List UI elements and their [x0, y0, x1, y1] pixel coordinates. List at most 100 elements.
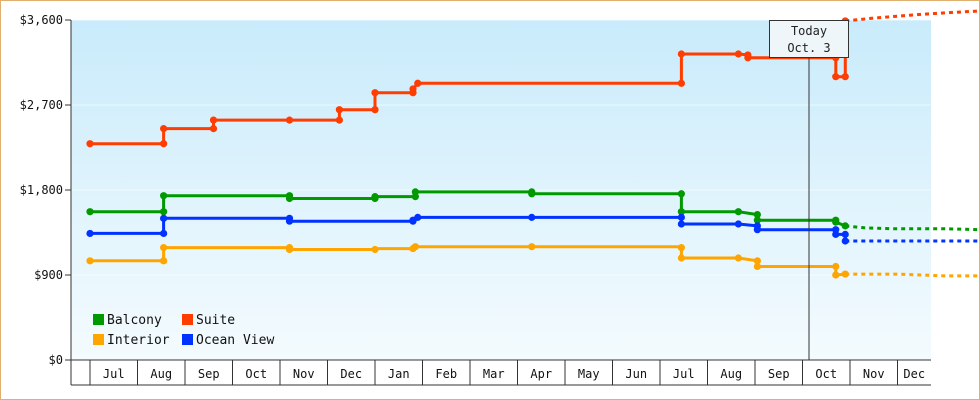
month-label: Jan: [388, 367, 410, 381]
data-point: [86, 140, 94, 148]
data-point: [209, 116, 218, 124]
data-point: [841, 270, 849, 278]
y-tick-label: $1,800: [20, 183, 63, 197]
today-marker: Today Oct. 3: [769, 20, 849, 58]
data-point: [160, 140, 168, 148]
axes: [65, 19, 931, 386]
data-point: [841, 237, 849, 245]
data-point: [160, 229, 168, 238]
data-point: [414, 79, 422, 87]
legend-label: Suite: [196, 313, 235, 328]
data-point: [734, 254, 742, 262]
month-label: Jun: [625, 367, 647, 381]
data-point: [86, 257, 94, 265]
y-tick-label: $900: [34, 268, 63, 282]
data-point: [371, 89, 379, 97]
legend-label: Interior: [107, 333, 170, 348]
data-point: [677, 220, 685, 228]
data-point: [285, 245, 294, 254]
data-point: [734, 208, 742, 216]
data-point: [753, 257, 761, 265]
data-point: [677, 208, 685, 216]
data-point: [86, 229, 94, 238]
data-point: [160, 125, 168, 133]
y-tick-label: $3,600: [20, 13, 63, 27]
data-point: [841, 230, 849, 238]
y-tick-label: $2,700: [20, 98, 63, 112]
data-point: [335, 106, 343, 114]
data-point: [160, 192, 168, 200]
month-labels: Jul Aug Sep Oct Nov Dec Jan Feb Mar Apr May Jun Jul A…: [103, 367, 925, 381]
legend-swatch: [182, 314, 193, 325]
forecast-line: [845, 9, 980, 23]
legend: Balcony Suite Interior Ocean View: [93, 313, 274, 348]
month-label: Aug: [720, 367, 742, 381]
data-point: [411, 243, 419, 251]
data-point: [160, 257, 168, 265]
month-label: Oct: [245, 367, 267, 381]
data-point: [285, 116, 294, 124]
data-point: [832, 262, 840, 271]
data-point: [734, 50, 742, 58]
data-point: [528, 213, 536, 221]
month-label: Sep: [768, 367, 790, 381]
data-point: [753, 216, 761, 224]
month-label: May: [578, 367, 600, 381]
series-ocean-view: [86, 213, 980, 245]
data-point: [86, 208, 94, 216]
data-point: [832, 271, 840, 279]
month-label: Feb: [435, 367, 457, 381]
y-tick-labels: $0 $900 $1,800 $2,700 $3,600: [20, 13, 63, 367]
month-label: Sep: [198, 367, 220, 381]
forecast-line: [845, 272, 980, 278]
data-point: [677, 244, 685, 252]
legend-label: Balcony: [107, 313, 162, 328]
data-point: [753, 262, 761, 271]
data-point: [753, 210, 761, 219]
data-point: [832, 73, 840, 81]
month-label: Nov: [293, 367, 315, 381]
month-label: Nov: [863, 367, 885, 381]
data-point: [209, 125, 218, 133]
month-label: Mar: [483, 367, 505, 381]
data-point: [677, 213, 685, 221]
data-point: [677, 190, 685, 198]
legend-swatch: [182, 334, 193, 345]
today-date: Oct. 3: [787, 41, 831, 55]
data-point: [832, 230, 840, 238]
legend-label: Ocean View: [196, 333, 274, 348]
month-label: Dec: [903, 367, 925, 381]
month-label: Jul: [673, 367, 695, 381]
month-label: Jul: [103, 367, 125, 381]
data-point: [753, 226, 761, 234]
today-label: Today: [790, 24, 828, 38]
legend-swatch: [93, 314, 104, 325]
data-point: [285, 217, 294, 225]
month-label: Aug: [150, 367, 172, 381]
data-point: [528, 190, 536, 198]
data-point: [371, 193, 379, 201]
data-point: [160, 208, 168, 216]
data-point: [832, 218, 840, 226]
data-point: [335, 116, 343, 124]
series-balcony: [86, 188, 980, 232]
series-interior: [86, 243, 980, 279]
data-point: [160, 244, 168, 252]
data-point: [285, 194, 294, 203]
data-point: [409, 85, 417, 93]
forecast-line: [845, 224, 980, 232]
data-point: [841, 222, 849, 230]
month-label: Dec: [340, 367, 362, 381]
data-point: [160, 214, 168, 222]
y-tick-label: $0: [49, 353, 63, 367]
data-point: [371, 245, 379, 254]
month-label: Oct: [815, 367, 837, 381]
data-point: [414, 213, 422, 221]
data-point: [841, 73, 849, 81]
data-point: [411, 188, 419, 196]
data-point: [371, 106, 379, 114]
data-point: [677, 254, 685, 262]
series-layer: [86, 9, 980, 279]
data-point: [528, 243, 536, 251]
